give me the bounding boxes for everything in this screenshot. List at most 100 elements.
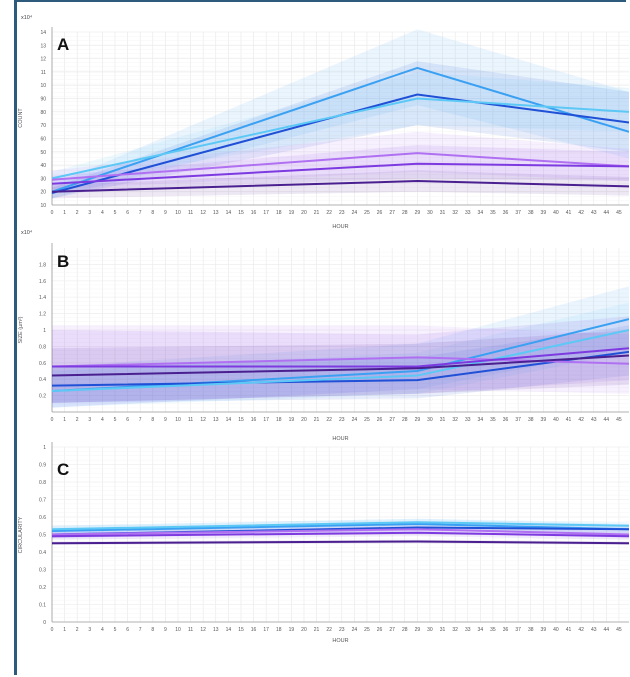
x-tick-label: 41: [566, 627, 572, 633]
y-tick-label: 0: [43, 620, 46, 626]
x-tick-label: 13: [213, 210, 219, 216]
y-tick-label: 90: [40, 97, 46, 103]
x-tick-label: 34: [478, 627, 484, 633]
x-tick-label: 16: [251, 210, 257, 216]
x-tick-label: 11: [188, 417, 193, 423]
x-tick-label: 45: [616, 210, 622, 216]
confidence-band: [52, 286, 629, 408]
x-tick-label: 3: [88, 210, 91, 216]
x-tick-label: 13: [213, 417, 219, 423]
x-tick-label: 6: [126, 210, 129, 216]
y-tick-label: 0.4: [39, 377, 46, 383]
x-tick-label: 38: [528, 210, 534, 216]
x-tick-label: 39: [541, 210, 547, 216]
x-tick-label: 20: [301, 417, 307, 423]
x-axis-title: HOUR: [332, 224, 348, 230]
x-tick-label: 24: [352, 210, 358, 216]
y-tick-label: 0.1: [39, 603, 46, 609]
x-tick-label: 29: [415, 627, 421, 633]
x-tick-label: 1: [63, 627, 66, 633]
x-tick-label: 43: [591, 627, 597, 633]
series-line: [51, 521, 629, 531]
x-tick-label: 12: [200, 210, 206, 216]
x-tick-label: 8: [151, 417, 154, 423]
series-line: [51, 531, 629, 538]
x-tick-label: 28: [402, 627, 408, 633]
confidence-band: [52, 302, 629, 408]
y-tick-label: 30: [40, 176, 46, 182]
x-tick-label: 18: [276, 210, 282, 216]
x-tick-label: 38: [528, 417, 534, 423]
y-tick-label: 10: [40, 203, 46, 209]
x-tick-label: 14: [226, 627, 232, 633]
x-tick-label: 17: [263, 210, 269, 216]
y-tick-label: 0.5: [39, 533, 46, 539]
x-tick-label: 43: [591, 417, 597, 423]
confidence-band: [52, 61, 629, 199]
x-tick-label: 35: [490, 627, 496, 633]
x-tick-label: 19: [289, 417, 295, 423]
series-line: [51, 93, 629, 194]
y-tick-label: 0.8: [39, 344, 46, 350]
x-tick-label: 15: [238, 417, 244, 423]
x-tick-label: 0: [51, 627, 54, 633]
series-line: [51, 66, 629, 193]
x-tick-label: 23: [339, 210, 345, 216]
y-tick-label: 50: [40, 150, 46, 156]
x-tick-label: 33: [465, 627, 471, 633]
confidence-band: [52, 170, 629, 199]
x-tick-label: 45: [616, 627, 622, 633]
x-tick-label: 44: [604, 627, 610, 633]
x-tick-label: 9: [164, 210, 167, 216]
y-tick-label: 0.7: [39, 498, 46, 504]
y-tick-label: 0.6: [39, 361, 46, 367]
confidence-band: [52, 29, 629, 199]
x-tick-label: 15: [238, 627, 244, 633]
x-tick-label: 39: [541, 627, 547, 633]
x-tick-label: 12: [200, 627, 206, 633]
x-tick-label: 14: [226, 210, 232, 216]
y-tick-label: 0.9: [39, 463, 46, 469]
x-tick-label: 3: [88, 627, 91, 633]
y-tick-label: 80: [40, 110, 46, 116]
x-tick-label: 37: [515, 210, 521, 216]
confidence-band: [52, 71, 629, 186]
series-line: [51, 329, 629, 393]
y-axis-title: CIRCULARITY: [18, 516, 24, 553]
x-tick-label: 19: [289, 627, 295, 633]
x-tick-label: 4: [101, 627, 104, 633]
x-tick-label: 32: [452, 417, 458, 423]
series-line: [51, 180, 629, 193]
x-tick-label: 18: [276, 417, 282, 423]
series-line: [51, 356, 629, 368]
x-tick-label: 42: [578, 627, 584, 633]
x-tick-label: 25: [364, 417, 370, 423]
x-tick-label: 21: [314, 417, 320, 423]
x-tick-label: 39: [541, 417, 547, 423]
x-tick-label: 9: [164, 417, 167, 423]
series-line: [51, 354, 629, 377]
x-tick-label: 27: [389, 210, 395, 216]
x-tick-label: 21: [314, 627, 320, 633]
x-tick-label: 35: [490, 210, 496, 216]
x-tick-label: 2: [76, 417, 79, 423]
x-tick-label: 35: [490, 417, 496, 423]
x-tick-label: 31: [440, 210, 446, 216]
x-tick-label: 28: [402, 417, 408, 423]
x-tick-label: 26: [377, 210, 383, 216]
x-tick-label: 16: [251, 417, 257, 423]
x-tick-label: 22: [326, 417, 332, 423]
y-axis-title: SIZE (µm²): [18, 316, 24, 343]
y-tick-label: 1: [43, 328, 46, 334]
x-tick-label: 30: [427, 417, 433, 423]
x-tick-label: 42: [578, 417, 584, 423]
x-tick-label: 36: [503, 210, 509, 216]
x-tick-label: 32: [452, 210, 458, 216]
panel-label: C: [57, 460, 69, 479]
x-tick-label: 18: [276, 627, 282, 633]
x-tick-label: 20: [301, 627, 307, 633]
x-tick-label: 34: [478, 417, 484, 423]
x-tick-label: 25: [364, 210, 370, 216]
x-tick-label: 32: [452, 627, 458, 633]
y-multiplier-label: x10⁴: [21, 229, 33, 236]
